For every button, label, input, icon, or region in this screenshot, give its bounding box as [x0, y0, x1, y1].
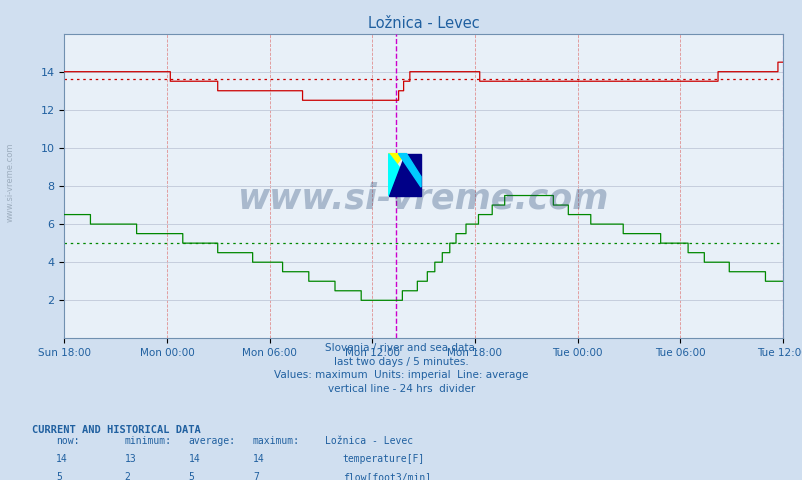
Text: now:: now: — [56, 436, 79, 446]
Text: average:: average: — [188, 436, 236, 446]
Text: 13: 13 — [124, 454, 136, 464]
Text: vertical line - 24 hrs  divider: vertical line - 24 hrs divider — [327, 384, 475, 394]
Text: 7: 7 — [253, 472, 258, 480]
Text: Slovenia / river and sea data.: Slovenia / river and sea data. — [325, 343, 477, 353]
Text: www.si-vreme.com: www.si-vreme.com — [237, 181, 609, 215]
Text: Values: maximum  Units: imperial  Line: average: Values: maximum Units: imperial Line: av… — [274, 370, 528, 380]
Text: temperature[F]: temperature[F] — [342, 454, 424, 464]
Text: 14: 14 — [56, 454, 68, 464]
Polygon shape — [388, 154, 420, 195]
Polygon shape — [398, 154, 420, 187]
Text: maximum:: maximum: — [253, 436, 300, 446]
Text: 14: 14 — [253, 454, 265, 464]
Polygon shape — [388, 154, 404, 175]
Text: 2: 2 — [124, 472, 130, 480]
Text: last two days / 5 minutes.: last two days / 5 minutes. — [334, 357, 468, 367]
Text: flow[foot3/min]: flow[foot3/min] — [342, 472, 431, 480]
Text: 14: 14 — [188, 454, 200, 464]
Title: Ložnica - Levec: Ložnica - Levec — [367, 16, 479, 31]
Text: minimum:: minimum: — [124, 436, 172, 446]
Text: 5: 5 — [188, 472, 194, 480]
Text: CURRENT AND HISTORICAL DATA: CURRENT AND HISTORICAL DATA — [32, 425, 200, 435]
Text: www.si-vreme.com: www.si-vreme.com — [6, 143, 15, 222]
Polygon shape — [388, 154, 420, 195]
Text: 5: 5 — [56, 472, 62, 480]
Text: Ložnica - Levec: Ložnica - Levec — [325, 436, 413, 446]
